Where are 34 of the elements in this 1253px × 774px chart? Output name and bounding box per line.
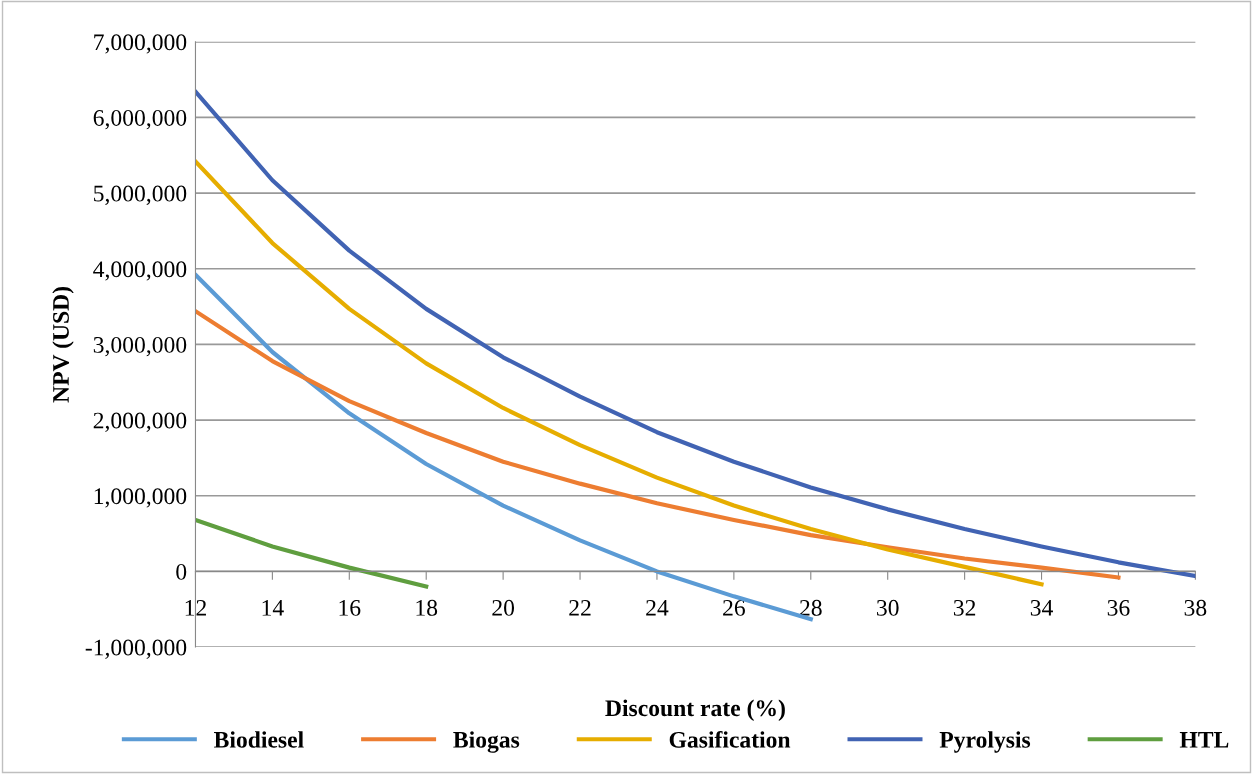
x-tick-label: 16 xyxy=(339,599,361,616)
y-tick-label: 2,000,000 xyxy=(93,412,187,432)
x-tick-label: 14 xyxy=(262,599,284,616)
line-series xyxy=(195,159,1044,587)
x-tick-label: 24 xyxy=(646,599,669,616)
x-tick-label: 28 xyxy=(800,599,822,616)
legend-label: Biodiesel xyxy=(214,731,304,748)
y-tick-label: 3,000,000 xyxy=(93,336,187,357)
legend-label: HTL xyxy=(1179,732,1229,748)
x-tick-label: 32 xyxy=(953,599,976,616)
x-tick-label: 36 xyxy=(1107,599,1130,616)
legend-label: Pyrolysis xyxy=(939,731,1031,753)
x-tick-label: 18 xyxy=(416,599,438,616)
x-tick-label: 22 xyxy=(569,599,591,616)
y-tick-label: 7,000,000 xyxy=(94,34,187,54)
x-tick-label: 20 xyxy=(492,599,515,616)
y-axis-title: NPV (USD) xyxy=(52,286,74,403)
x-axis-title: Discount rate (%) xyxy=(605,699,785,721)
x-tick-label: 30 xyxy=(877,599,899,616)
x-tick-label: 38 xyxy=(1184,599,1207,616)
x-tick-label: 12 xyxy=(185,599,206,616)
legend-label: Biogas xyxy=(453,731,520,753)
y-tick-label: 0 xyxy=(176,563,187,580)
line-series xyxy=(195,309,1121,580)
x-tick-label: 26 xyxy=(723,599,745,616)
y-tick-label: -1,000,000 xyxy=(85,639,187,659)
y-tick-label: 1,000,000 xyxy=(94,488,187,508)
line-series xyxy=(195,517,429,589)
x-tick-label: 34 xyxy=(1030,599,1053,616)
y-tick-label: 4,000,000 xyxy=(93,261,187,281)
legend-label: Gasification xyxy=(669,730,791,748)
y-tick-label: 6,000,000 xyxy=(93,109,187,130)
y-tick-label: 5,000,000 xyxy=(94,185,187,205)
line-series xyxy=(195,89,1196,579)
